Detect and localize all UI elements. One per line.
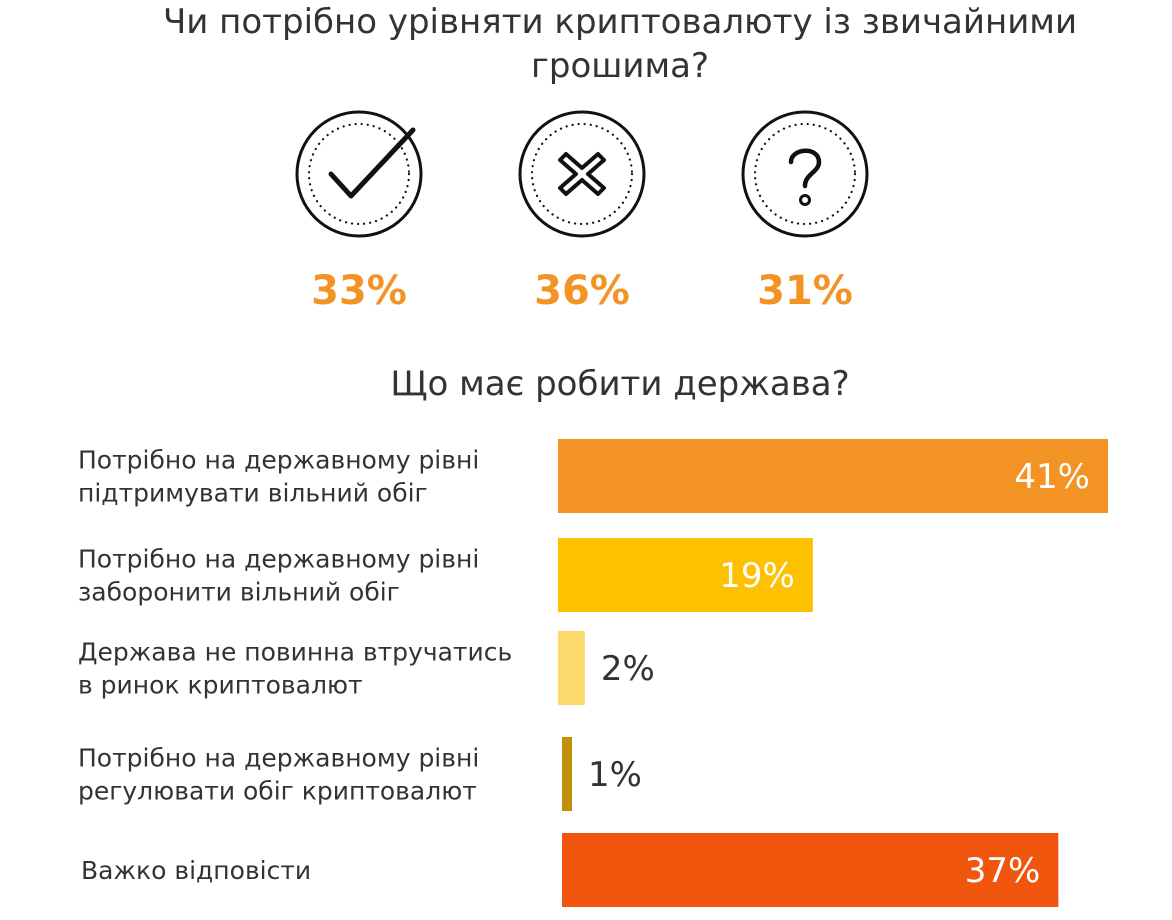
category-label-2-line-2: заборонити вільний обіг — [78, 578, 400, 607]
category-label-2-line-1: Потрібно на державному рівні — [78, 545, 479, 574]
bar-4 — [562, 737, 572, 811]
bar-chart-title: Що має робити держава? — [390, 364, 850, 404]
category-label-3-line-1: Держава не повинна втручатись — [78, 638, 512, 667]
bar-value-label-1: 41% — [1014, 457, 1090, 497]
bar-value-label-2: 19% — [719, 556, 795, 596]
check-icon — [293, 108, 425, 240]
category-label-4-line-2: регулювати обіг криптовалют — [78, 777, 477, 806]
chart-title: Чи потрібно урівняти криптовалюту із зви… — [162, 2, 1078, 86]
bar-value-label-5: 37% — [965, 851, 1041, 891]
bar-3 — [558, 631, 585, 705]
category-label-5-line-1: Важко відповісти — [81, 856, 311, 885]
category-label-4-line-1: Потрібно на державному рівні — [78, 744, 479, 773]
bar-1 — [558, 439, 1108, 513]
bar-value-label-4: 1% — [588, 755, 642, 795]
bar-value-label-3: 2% — [601, 649, 655, 689]
cross-icon — [516, 108, 648, 240]
category-label-1-line-2: підтримувати вільний обіг — [78, 479, 428, 508]
cross-percent: 36% — [534, 268, 630, 314]
check-percent: 33% — [311, 268, 407, 314]
category-label-1-line-1: Потрібно на державному рівні — [78, 446, 479, 475]
category-label-3-line-2: в ринок криптовалют — [78, 671, 363, 700]
question-icon — [739, 108, 871, 240]
question-percent: 31% — [757, 268, 853, 314]
bar-5 — [562, 833, 1059, 907]
bar-2 — [558, 538, 813, 612]
